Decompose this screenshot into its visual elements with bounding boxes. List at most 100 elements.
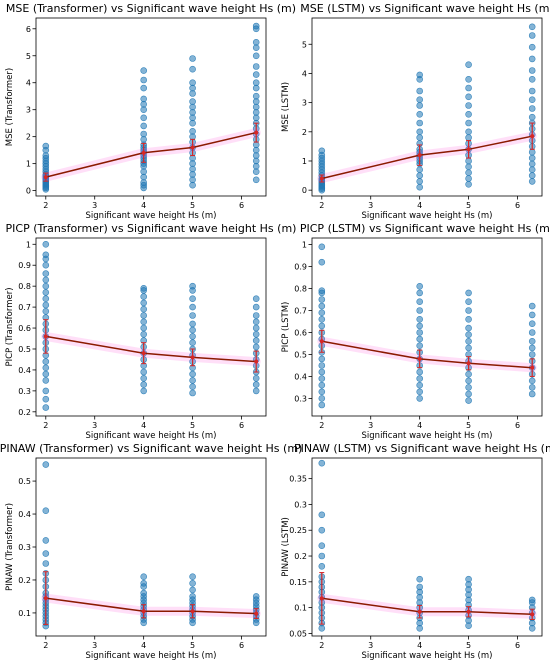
data-point	[416, 119, 424, 127]
data-point	[416, 128, 424, 136]
y-tick-label: 0.3	[294, 394, 307, 403]
data-point	[318, 368, 326, 376]
data-point	[189, 383, 196, 391]
y-tick-label: 0.4	[294, 372, 307, 381]
data-point	[416, 575, 424, 583]
data-point	[252, 330, 260, 338]
data-point	[252, 63, 260, 70]
data-point	[252, 312, 260, 319]
data-point	[465, 344, 472, 352]
mean-point	[190, 355, 195, 360]
scatter-points	[42, 22, 260, 193]
y-tick-label: 4	[26, 79, 31, 88]
y-axis-label: MSE (Transformer)	[5, 68, 15, 146]
y-tick-label: 0.4	[18, 366, 31, 375]
data-point	[140, 324, 147, 332]
axes-frame	[35, 17, 267, 197]
data-point	[416, 178, 424, 185]
scatter-points	[318, 459, 536, 632]
data-point	[140, 114, 147, 122]
data-point	[318, 315, 326, 323]
data-point	[416, 183, 424, 191]
mean-point	[417, 153, 422, 158]
x-tick-label: 4	[417, 421, 422, 430]
data-point	[318, 287, 326, 295]
data-point	[318, 552, 326, 560]
data-point	[189, 109, 196, 116]
y-axis-label: PICP (LSTM)	[281, 302, 291, 353]
mean-trend-line	[45, 131, 257, 178]
y-tick-label: 2	[302, 128, 307, 137]
data-point	[42, 358, 50, 365]
mean-point	[530, 365, 535, 370]
data-point	[465, 337, 472, 345]
data-point	[42, 301, 50, 309]
data-point	[252, 176, 260, 184]
axes-frame	[311, 17, 543, 197]
data-point	[42, 404, 50, 411]
data-point	[416, 342, 424, 350]
data-point	[318, 542, 326, 550]
data-point	[140, 173, 147, 181]
data-point	[318, 395, 326, 402]
x-tick-label: 4	[417, 201, 422, 210]
subplot-pinaw-transformer: PINAW (Transformer) vs Significant wave …	[0, 442, 302, 660]
data-point	[140, 330, 147, 338]
data-point	[416, 395, 424, 402]
mean-trend-line	[45, 335, 257, 363]
data-point	[189, 282, 196, 290]
data-point	[189, 295, 196, 303]
data-point	[318, 258, 326, 266]
x-tick-label: 5	[190, 201, 195, 210]
data-point	[465, 390, 472, 398]
data-point	[416, 315, 424, 323]
mean-point	[466, 147, 471, 152]
data-point	[465, 175, 472, 182]
y-tick-label: 0.2	[294, 552, 307, 561]
data-point	[42, 270, 50, 277]
data-point	[140, 573, 147, 581]
data-point	[318, 401, 326, 409]
data-point	[528, 87, 536, 95]
mean-trend-line	[321, 597, 533, 616]
data-point	[189, 370, 196, 378]
data-point	[465, 331, 472, 339]
data-point	[42, 377, 50, 384]
y-tick-label: 0.6	[294, 328, 307, 337]
mean-point	[141, 150, 146, 155]
x-tick-label: 4	[417, 641, 422, 650]
axes-frame	[311, 457, 543, 637]
data-point	[140, 84, 147, 92]
data-point	[318, 375, 326, 382]
data-point	[465, 324, 472, 332]
data-point	[528, 172, 536, 179]
data-point	[528, 377, 536, 385]
title: PICP (Transformer) vs Significant wave h…	[6, 222, 297, 235]
data-point	[252, 84, 260, 92]
x-tick-label: 2	[319, 641, 324, 650]
mean-point	[254, 611, 259, 616]
data-point	[528, 311, 536, 319]
x-tick-label: 3	[92, 641, 97, 650]
data-point	[528, 344, 536, 352]
data-point	[528, 160, 536, 168]
data-point	[416, 368, 424, 376]
x-axis-label: Significant wave height Hs (m)	[362, 211, 493, 221]
subplot-picp-lstm: PICP (LSTM) vs Significant wave height H…	[281, 222, 550, 441]
x-tick-label: 5	[190, 421, 195, 430]
confidence-band	[41, 331, 261, 367]
data-point	[42, 395, 50, 403]
data-point	[189, 84, 196, 92]
x-tick-label: 2	[319, 201, 324, 210]
y-tick-label: 1	[302, 241, 307, 250]
data-point	[140, 122, 147, 130]
x-tick-label: 6	[239, 641, 244, 650]
subplot-mse-lstm: MSE (LSTM) vs Significant wave height Hs…	[281, 2, 550, 221]
data-point	[252, 324, 260, 332]
data-point	[416, 322, 424, 330]
data-point	[189, 320, 196, 328]
y-tick-label: 0.9	[294, 263, 307, 272]
data-point	[42, 282, 50, 290]
data-point	[318, 526, 326, 534]
scatter-points	[318, 243, 536, 409]
